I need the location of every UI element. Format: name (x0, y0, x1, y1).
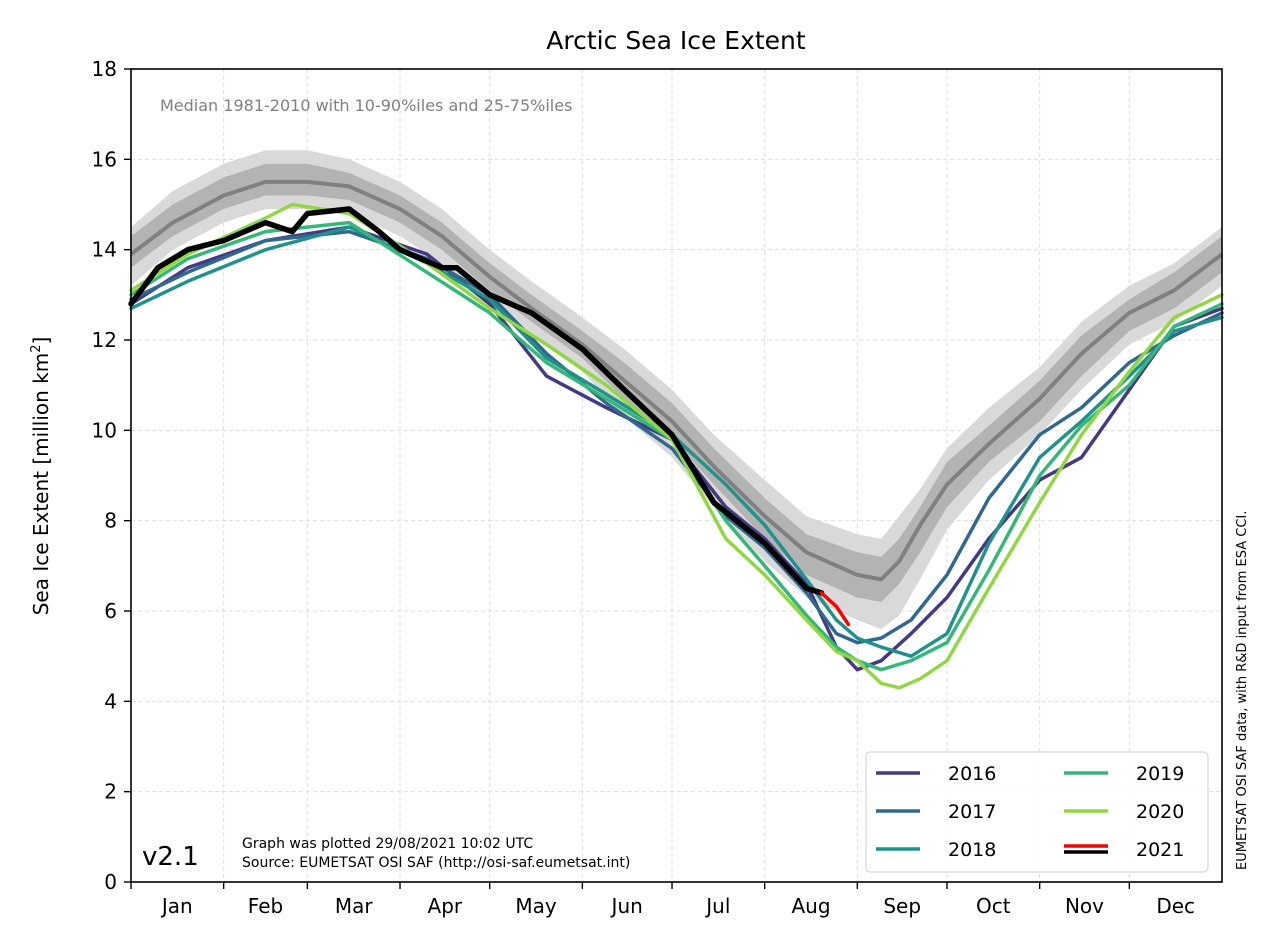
series-lines (128, 202, 1224, 690)
y-tick-label: 16 (92, 147, 117, 171)
legend-item: 2018 (876, 839, 996, 861)
legend-box (865, 751, 1209, 873)
chart-title: Arctic Sea Ice Extent (546, 26, 806, 55)
y-tick-label: 14 (92, 238, 117, 262)
series-line-2019 (129, 220, 1224, 672)
series-line-2020 (129, 202, 1224, 690)
band-10-90 (131, 150, 1222, 630)
legend-item: 2021 (1064, 839, 1184, 861)
legend-label: 2019 (1136, 763, 1184, 785)
side-credit: EUMETSAT OSI SAF data, with R&D input fr… (1235, 511, 1250, 870)
chart-subtitle: Median 1981-2010 with 10-90%iles and 25-… (160, 96, 572, 115)
legend-label: 2017 (948, 801, 996, 823)
y-tick-label: 2 (104, 780, 117, 804)
series-line-2021-recent-days (819, 591, 851, 627)
source-note: Source: EUMETSAT OSI SAF (http://osi-saf… (242, 855, 630, 871)
legend-item: 2017 (876, 801, 996, 823)
month-label: Feb (248, 894, 283, 918)
month-label: Apr (428, 894, 463, 918)
climatology-bands (129, 150, 1224, 630)
y-tick-label: 18 (92, 57, 117, 81)
grid (131, 69, 1222, 882)
median-line (129, 179, 1224, 582)
month-label: Jan (160, 894, 193, 918)
axes: 0 2 4 6 8 10 12 14 16 18 Jan Feb Mar Apr May Jun Jul Aug S… (92, 57, 1195, 918)
month-label: Jun (610, 894, 643, 918)
y-axis-label: Sea Ice Extent [million km2] (29, 337, 53, 616)
legend-label: 2016 (948, 763, 996, 785)
month-label: Sep (883, 894, 921, 918)
month-label: Dec (1156, 894, 1195, 918)
y-tick-label: 4 (104, 689, 117, 713)
month-label: Jul (704, 894, 730, 918)
y-tick-label: 12 (92, 328, 117, 352)
month-label: Mar (335, 894, 374, 918)
month-label: Oct (976, 894, 1011, 918)
y-tick-label: 10 (92, 418, 117, 442)
legend-label: 2021 (1136, 839, 1184, 861)
y-tick-label: 0 (104, 870, 117, 894)
series-line-2021 (128, 206, 825, 596)
month-label: Nov (1065, 894, 1104, 918)
plotted-note: Graph was plotted 29/08/2021 10:02 UTC (242, 836, 533, 852)
y-tick-label: 8 (104, 509, 117, 533)
month-label: Aug (791, 894, 830, 918)
legend-item: 2019 (1064, 763, 1184, 785)
legend-label: 2020 (1136, 801, 1184, 823)
plot-frame (130, 68, 1223, 883)
month-label: May (515, 894, 557, 918)
y-tick-label: 6 (104, 599, 117, 623)
legend-item: 2016 (876, 763, 996, 785)
band-25-75 (131, 163, 1222, 602)
legend-label: 2018 (948, 839, 996, 861)
legend-item: 2020 (1064, 801, 1184, 823)
legend: 2016 2017 2018 2019 2020 2021 (865, 751, 1209, 873)
version-label: v2.1 (142, 842, 199, 872)
